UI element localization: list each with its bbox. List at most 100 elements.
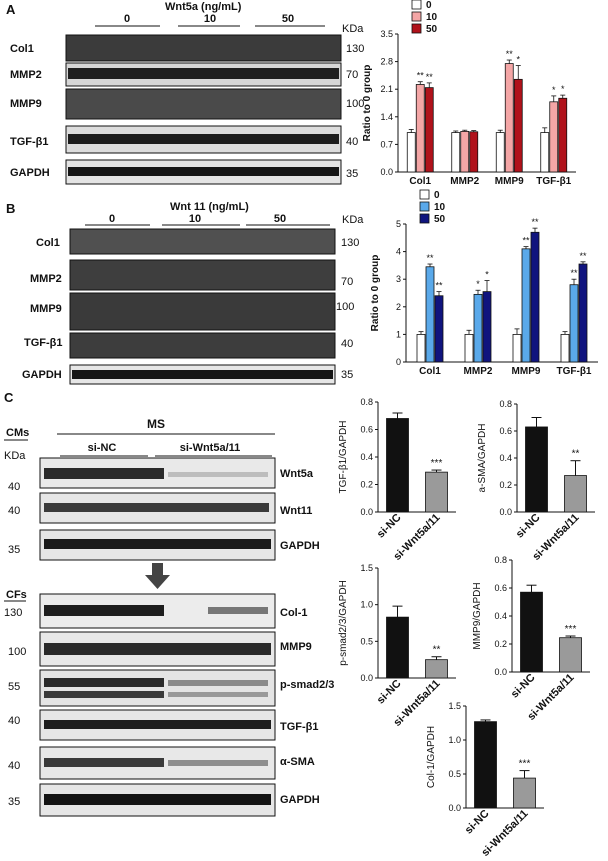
legend-swatch (419, 213, 430, 224)
legend-label: 50 (434, 214, 446, 225)
panel-a-title: Wnt5a (ng/mL) (165, 1, 242, 13)
y-tick-label: 0.2 (360, 480, 373, 490)
band-size: 40 (346, 136, 358, 148)
dose-label-0: 0 (124, 13, 130, 25)
x-tick-label: si-NC (375, 512, 404, 541)
blot-row-tgfb1: TGF-β1 40 (10, 125, 358, 154)
y-tick-label: 0.0 (360, 507, 373, 517)
significance-label: ** (433, 645, 441, 656)
chart-psmad-gapdh: 0.00.51.01.5p-smad2/3/GAPDHsi-NC**si-Wnt… (338, 563, 456, 729)
y-tick-label: 1.0 (448, 735, 461, 745)
bar (434, 295, 444, 363)
significance-label: * (561, 84, 565, 94)
dose-label-50: 50 (274, 213, 286, 225)
band-label: Wnt5a (280, 468, 314, 480)
band-label: Col1 (36, 237, 60, 249)
band-label: MMP2 (30, 273, 62, 285)
band-size: 35 (341, 369, 353, 381)
panel-b-letter: B (6, 201, 15, 216)
legend-label: 0 (426, 0, 432, 11)
significance-label: ** (435, 281, 443, 291)
y-tick-label: 3 (396, 274, 401, 284)
bar (512, 333, 522, 363)
y-tick-label: 0.2 (494, 639, 507, 649)
bar (469, 131, 479, 173)
y-tick-label: 0.5 (360, 636, 373, 646)
blot-row-gapdh: GAPDH 35 (22, 364, 353, 385)
band-label: Col-1 (280, 607, 308, 619)
blot-row-col-1: 130 Col-1 (4, 593, 308, 629)
blot-row-mmp2: MMP2 70 (30, 259, 353, 291)
y-tick-label: 2.8 (380, 57, 393, 67)
y-tick-label: 1.4 (380, 112, 393, 122)
y-axis-label: MMP9/GAPDH (472, 582, 483, 649)
blot-row-wnt11: 40 Wnt11 (8, 492, 312, 524)
y-axis-label: Col-1/GAPDH (426, 726, 437, 788)
significance-label: * (516, 55, 520, 65)
y-tick-label: 0.7 (380, 139, 393, 149)
blot-row-psmad: 55 p-smad2/3 (8, 669, 334, 707)
significance-label: * (485, 270, 489, 280)
y-tick-label: 0 (396, 357, 401, 367)
significance-label: ** (417, 71, 425, 81)
blot-row-gapdh-cf: 35 GAPDH (8, 783, 320, 817)
significance-label: *** (519, 759, 531, 770)
kda-label: KDa (4, 450, 26, 462)
y-tick-label: 0.6 (360, 425, 373, 435)
band-label: MMP9 (280, 641, 312, 653)
y-tick-label: 1.5 (360, 563, 373, 573)
legend-label: 50 (426, 24, 438, 35)
significance-label: *** (565, 624, 577, 635)
dose-label-0: 0 (109, 213, 115, 225)
band-label: GAPDH (280, 794, 320, 806)
legend-label: 10 (434, 202, 446, 213)
bar (386, 418, 409, 513)
band-label: TGF-β1 (10, 136, 49, 148)
bar (578, 263, 588, 363)
bar (415, 84, 425, 173)
y-tick-label: 0.4 (360, 452, 373, 462)
band-label: MMP9 (10, 98, 42, 110)
blot-row-gapdh: GAPDH 35 (10, 159, 358, 185)
bar (569, 284, 579, 363)
significance-label: ** (579, 251, 587, 261)
legend-swatch (411, 11, 422, 22)
significance-label: ** (531, 217, 539, 227)
y-tick-label: 0.0 (494, 667, 507, 677)
blot-row-tgfb1: TGF-β1 40 (24, 332, 353, 359)
bar (559, 637, 582, 673)
x-tick-label: Col1 (419, 366, 441, 377)
band-label: α-SMA (280, 756, 315, 768)
y-axis-label: p-smad2/3/GAPDH (338, 580, 349, 666)
band-size: 40 (8, 481, 20, 493)
y-tick-label: 0.4 (499, 453, 512, 463)
blot-row-tgfb1-cf: 40 TGF-β1 (8, 709, 319, 741)
x-tick-label: MMP9 (512, 366, 541, 377)
panel-c: C MS CMs KDa si-NC si-Wnt5a/11 40 Wnt5a … (4, 390, 334, 817)
blot-row-wnt5a: 40 Wnt5a (8, 457, 314, 493)
x-tick-label: MMP9 (495, 176, 524, 187)
kda-label: KDa (342, 23, 364, 35)
chart-asma-gapdh: 0.00.20.40.60.8a-SMA/GAPDHsi-NC**si-Wnt5… (477, 399, 595, 563)
blot-row-mmp9: MMP9 100 (10, 88, 364, 120)
bar (530, 231, 540, 363)
down-arrow-icon (145, 563, 170, 589)
y-tick-label: 2.1 (380, 84, 393, 94)
blot-row-gapdh-cm: 35 GAPDH (8, 529, 320, 561)
x-tick-label: si-NC (375, 678, 404, 707)
y-tick-label: 0.8 (494, 555, 507, 565)
band-size: 35 (8, 544, 20, 556)
x-tick-label: MMP2 (450, 176, 479, 187)
dose-label-10: 10 (204, 13, 216, 25)
band-size: 100 (336, 301, 354, 313)
significance-label: * (476, 279, 480, 289)
bar (406, 132, 416, 173)
legend-label: 10 (426, 12, 438, 23)
x-tick-label: si-NC (514, 512, 543, 541)
band-label: GAPDH (10, 167, 50, 179)
bar (558, 97, 568, 173)
ms-label: MS (147, 417, 165, 431)
legend-swatch (411, 23, 422, 34)
